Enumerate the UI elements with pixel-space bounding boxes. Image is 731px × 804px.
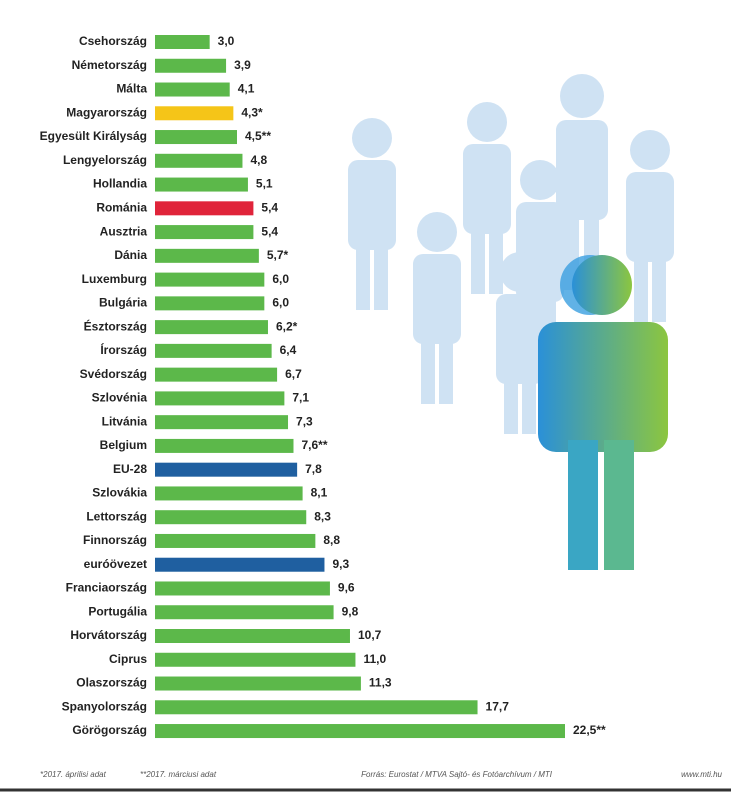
bar (155, 106, 233, 120)
category-label: Luxemburg (82, 272, 147, 286)
bar (155, 439, 293, 453)
category-label: euróövezet (84, 557, 147, 571)
value-label: 6,2* (276, 319, 298, 333)
value-label: 6,7 (285, 367, 302, 381)
category-label: Franciaország (66, 581, 147, 595)
footnote: **2017. márciusi adat (140, 770, 217, 779)
value-label: 17,7 (486, 699, 510, 713)
category-label: Románia (96, 200, 147, 214)
bar (155, 463, 297, 477)
bar (155, 320, 268, 334)
value-label: 3,0 (218, 34, 235, 48)
value-label: 5,4 (261, 224, 278, 238)
category-label: Málta (116, 82, 147, 96)
value-label: 9,6 (338, 581, 355, 595)
value-label: 5,1 (256, 177, 273, 191)
bar (155, 296, 264, 310)
bar (155, 178, 248, 192)
value-label: 10,7 (358, 628, 382, 642)
value-label: 4,8 (250, 153, 267, 167)
bar (155, 629, 350, 643)
category-label: Hollandia (93, 177, 147, 191)
bar (155, 59, 226, 73)
value-label: 8,1 (311, 486, 328, 500)
value-label: 4,5** (245, 129, 271, 143)
category-label: Ausztria (100, 224, 148, 238)
value-label: 9,3 (332, 557, 349, 571)
value-label: 8,8 (323, 533, 340, 547)
bar (155, 344, 272, 358)
category-label: Csehország (79, 34, 147, 48)
category-label: Olaszország (76, 676, 147, 690)
bar (155, 724, 565, 738)
category-label: Litvánia (102, 414, 148, 428)
bar (155, 201, 253, 215)
value-label: 9,8 (342, 604, 359, 618)
category-label: Észtország (84, 318, 147, 333)
bar (155, 558, 324, 572)
bar (155, 605, 334, 619)
source: Forrás: Eurostat / MTVA Sajtó- és Fotóar… (361, 770, 553, 779)
bar (155, 415, 288, 429)
bar (155, 653, 355, 667)
value-label: 8,3 (314, 509, 331, 523)
bar (155, 249, 259, 263)
value-label: 7,6** (301, 438, 327, 452)
value-label: 5,4 (261, 200, 278, 214)
website: www.mti.hu (681, 770, 722, 779)
bar (155, 391, 284, 405)
bar (155, 486, 303, 500)
value-label: 5,7* (267, 248, 289, 262)
bar (155, 83, 230, 97)
value-label: 6,0 (272, 272, 289, 286)
value-label: 7,8 (305, 462, 322, 476)
bar (155, 225, 253, 239)
category-label: Portugália (88, 604, 147, 618)
value-label: 4,1 (238, 82, 255, 96)
bar (155, 368, 277, 382)
main-person (538, 255, 668, 570)
value-label: 7,3 (296, 414, 313, 428)
value-label: 4,3* (241, 105, 263, 119)
value-label: 3,9 (234, 58, 251, 72)
category-label: Németország (72, 58, 147, 72)
bar (155, 130, 237, 144)
category-label: Lettország (86, 509, 147, 523)
category-label: Ciprus (109, 652, 147, 666)
category-label: Horvátország (70, 628, 147, 642)
category-label: EU-28 (113, 462, 147, 476)
category-label: Egyesült Királyság (40, 129, 147, 143)
bar (155, 273, 264, 287)
value-label: 6,0 (272, 296, 289, 310)
category-label: Görögország (72, 723, 147, 737)
value-label: 7,1 (292, 391, 309, 405)
value-label: 6,4 (280, 343, 297, 357)
category-label: Lengyelország (63, 153, 147, 167)
bar (155, 581, 330, 595)
category-label: Szlovákia (92, 486, 147, 500)
bar (155, 700, 478, 714)
category-label: Bulgária (99, 296, 147, 310)
bar (155, 35, 210, 49)
footnote: *2017. áprilisi adat (40, 770, 107, 779)
value-label: 11,3 (369, 676, 392, 690)
category-label: Spanyolország (62, 699, 147, 713)
category-label: Svédország (80, 367, 147, 381)
chart: *2017. áprilisi adat **2017. márciusi ad… (0, 0, 731, 804)
bar (155, 534, 315, 548)
bar (155, 154, 242, 168)
bar (155, 677, 361, 691)
category-label: Magyarország (66, 105, 147, 119)
value-label: 22,5** (573, 723, 606, 737)
category-label: Dánia (114, 248, 147, 262)
category-label: Szlovénia (92, 391, 148, 405)
bar (155, 510, 306, 524)
value-label: 11,0 (363, 652, 386, 666)
page: *2017. áprilisi adat **2017. márciusi ad… (0, 0, 731, 804)
category-label: Finnország (83, 533, 147, 547)
category-label: Írország (100, 342, 147, 357)
category-label: Belgium (100, 438, 147, 452)
